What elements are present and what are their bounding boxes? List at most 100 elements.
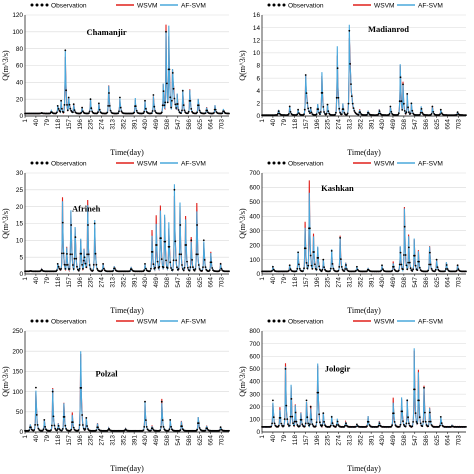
x-tick-label: 40 <box>33 119 40 127</box>
x-tick-label: 274 <box>99 277 106 288</box>
y-tick-label: 0 <box>19 429 23 436</box>
x-tick-label: 703 <box>456 119 463 130</box>
observation-point <box>346 112 349 115</box>
y-tick-label: 0 <box>256 113 260 120</box>
observation-point <box>308 424 310 427</box>
observation-point <box>150 267 152 270</box>
legend-observation-marker <box>267 161 271 165</box>
observation-point <box>321 92 324 94</box>
x-axis-label: Time(day) <box>110 148 144 157</box>
y-tick-label: 20 <box>16 204 24 211</box>
observation-point <box>427 425 430 428</box>
observation-point <box>439 424 441 427</box>
observation-point <box>178 253 181 256</box>
x-tick-label: 391 <box>368 119 375 130</box>
x-tick-label: 235 <box>88 435 95 446</box>
station-label: Polzal <box>95 368 118 378</box>
observation-point <box>319 113 321 116</box>
legend-af-svm-label: AF-SVM <box>181 318 206 325</box>
observation-point <box>72 268 75 270</box>
observation-point <box>69 107 72 110</box>
observation-point <box>302 270 304 272</box>
observation-point <box>398 425 401 428</box>
panel-afrineh: 0 5 10 15 20 25 30 1 40 79 118 157 196 235 274 313 352 39… <box>1 160 230 315</box>
observation-point <box>366 113 368 116</box>
observation-point <box>160 258 163 260</box>
y-tick-label: 8 <box>256 63 260 70</box>
legend-af-svm-label: AF-SVM <box>181 160 206 167</box>
observation-point <box>150 112 153 114</box>
x-tick-label: 313 <box>110 435 117 446</box>
observation-point <box>189 266 192 268</box>
legend-observation-marker <box>35 161 39 165</box>
observation-point <box>382 268 384 271</box>
observation-point <box>204 112 207 114</box>
observation-point <box>436 266 439 268</box>
observation-point <box>180 112 183 114</box>
observation-point <box>152 94 155 96</box>
observation-point <box>405 264 408 267</box>
x-tick-label: 508 <box>401 119 408 130</box>
observation-point <box>34 424 36 426</box>
legend-observation-marker <box>40 3 44 7</box>
station-label: Kashkan <box>321 183 354 193</box>
observation-point <box>164 240 167 243</box>
observation-point <box>106 111 109 114</box>
observation-point <box>344 424 346 427</box>
x-tick-label: 547 <box>175 435 182 446</box>
observation-point <box>393 421 396 423</box>
observation-point <box>455 269 458 272</box>
y-tick-label: 0 <box>19 271 23 278</box>
x-axis-label: Time(day) <box>347 306 381 315</box>
observation-point <box>76 265 78 268</box>
observation-point <box>171 99 173 102</box>
observation-point <box>335 424 338 426</box>
legend-af-svm-label: AF-SVM <box>181 2 206 9</box>
observation-point <box>427 269 430 272</box>
observation-point <box>71 253 73 256</box>
y-tick-label: 800 <box>249 328 260 335</box>
observation-point <box>345 422 347 425</box>
x-tick-label: 274 <box>336 119 343 130</box>
legend-wsvm-label: WSVM <box>374 318 395 325</box>
x-tick-label: 40 <box>270 277 277 285</box>
observation-point <box>63 263 66 266</box>
x-tick-label: 391 <box>368 435 375 446</box>
observation-point <box>70 224 73 226</box>
observation-point <box>219 426 222 429</box>
observation-point <box>119 96 121 99</box>
observation-point <box>174 103 177 106</box>
observation-point <box>63 104 66 106</box>
observation-point <box>340 266 343 268</box>
x-tick-label: 664 <box>208 119 215 130</box>
observation-point <box>84 428 87 430</box>
observation-point <box>50 429 52 431</box>
x-tick-label: 274 <box>99 435 106 446</box>
observation-point <box>306 416 309 419</box>
x-tick-label: 469 <box>153 435 160 446</box>
y-tick-label: 14 <box>253 25 261 32</box>
observation-point <box>279 417 282 419</box>
x-tick-label: 469 <box>390 277 397 288</box>
x-tick-label: 508 <box>164 119 171 130</box>
observation-point <box>277 112 279 115</box>
observation-point <box>87 112 90 115</box>
observation-point <box>166 267 169 269</box>
observation-point <box>93 222 96 225</box>
x-tick-label: 469 <box>390 435 397 446</box>
observation-point <box>309 405 312 408</box>
observation-point <box>390 425 393 428</box>
observation-point <box>338 266 341 268</box>
y-tick-label: 10 <box>253 50 261 57</box>
x-tick-label: 79 <box>44 435 51 443</box>
observation-point <box>303 425 306 428</box>
observation-point <box>407 416 409 419</box>
observation-point <box>335 96 338 99</box>
observation-point <box>303 267 305 270</box>
observation-point <box>422 420 425 423</box>
x-tick-label: 391 <box>131 435 138 446</box>
observation-point <box>85 417 88 419</box>
observation-point <box>439 108 442 111</box>
x-axis-label: Time(day) <box>110 464 144 473</box>
x-tick-label: 703 <box>456 277 463 288</box>
